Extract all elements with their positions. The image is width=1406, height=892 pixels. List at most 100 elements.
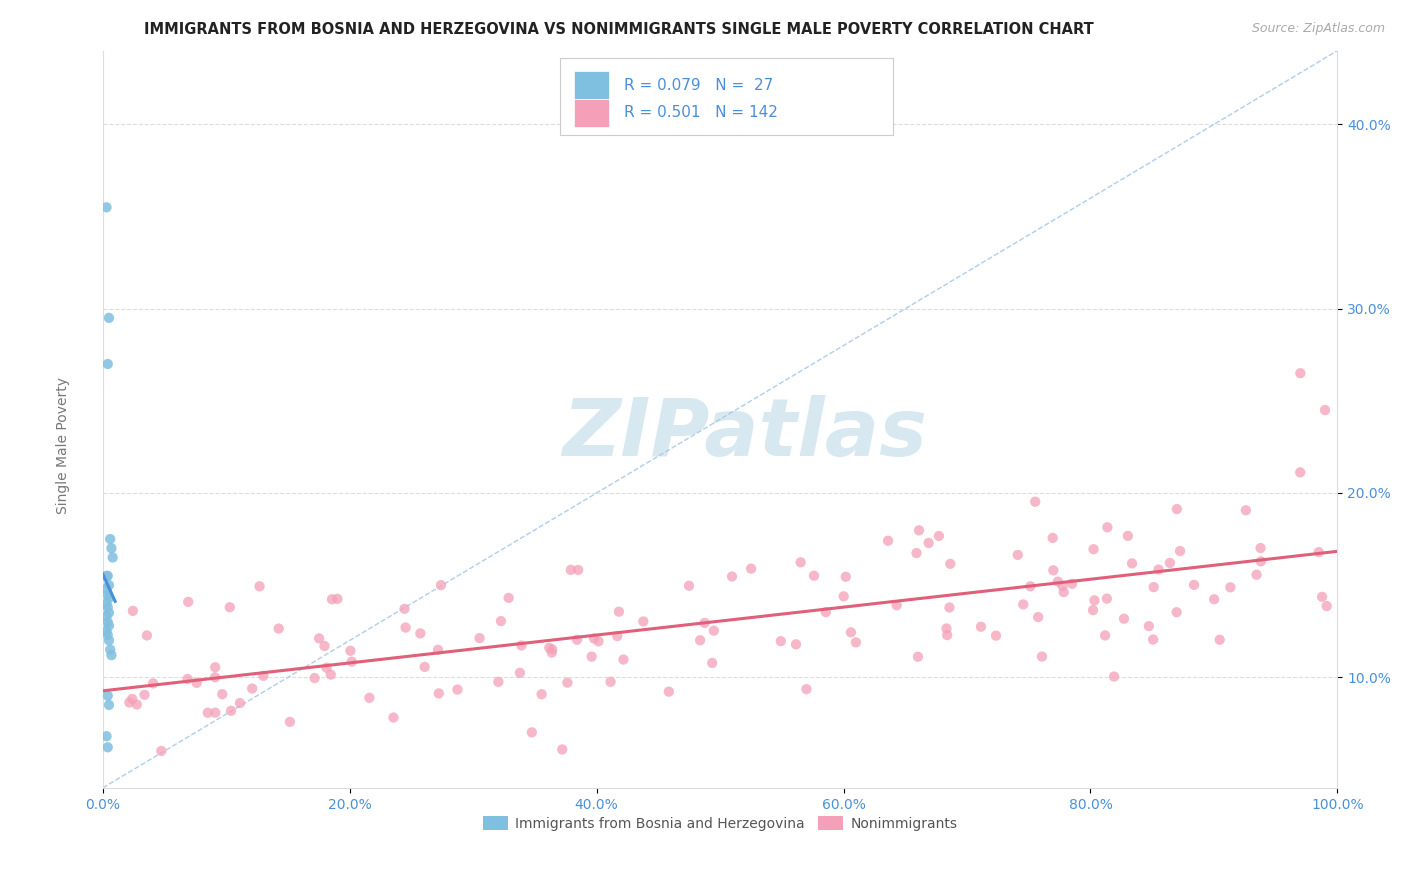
Point <box>96 624 118 639</box>
Point <box>98 310 121 325</box>
Point <box>1081 603 1104 617</box>
Point <box>886 598 908 612</box>
Point <box>1083 542 1105 557</box>
Text: R = 0.501   N = 142: R = 0.501 N = 142 <box>624 105 778 120</box>
Point <box>1250 541 1272 555</box>
Point <box>789 555 811 569</box>
Point <box>98 633 121 648</box>
Point <box>567 563 589 577</box>
Point <box>211 687 233 701</box>
Point <box>693 615 716 630</box>
Point <box>581 649 603 664</box>
Point <box>689 633 711 648</box>
Point <box>510 639 533 653</box>
Point <box>530 687 553 701</box>
Point <box>427 642 450 657</box>
Point <box>97 587 120 601</box>
Point <box>98 698 121 712</box>
Point <box>125 698 148 712</box>
Point <box>936 628 959 642</box>
Point <box>1308 545 1330 559</box>
Point <box>427 686 450 700</box>
Point <box>540 646 562 660</box>
Point <box>1313 403 1336 417</box>
Point <box>219 704 242 718</box>
Point <box>1097 520 1119 534</box>
Point <box>832 590 855 604</box>
Point <box>135 628 157 642</box>
Point <box>249 579 271 593</box>
Point <box>1116 529 1139 543</box>
Point <box>606 629 628 643</box>
Text: Single Male Poverty: Single Male Poverty <box>56 377 70 515</box>
Point <box>100 648 122 662</box>
Point <box>96 200 118 214</box>
Point <box>740 561 762 575</box>
Point <box>1094 628 1116 642</box>
Point <box>1007 548 1029 562</box>
Point <box>769 634 792 648</box>
Point <box>96 597 118 611</box>
Point <box>917 536 939 550</box>
Point <box>97 600 120 615</box>
Point <box>785 637 807 651</box>
Point <box>984 629 1007 643</box>
Point <box>240 681 263 696</box>
Point <box>97 569 120 583</box>
Point <box>557 675 579 690</box>
Point <box>1019 579 1042 593</box>
Point <box>486 674 509 689</box>
Point <box>1168 544 1191 558</box>
Point <box>267 622 290 636</box>
Point <box>1024 494 1046 508</box>
Point <box>98 606 121 620</box>
Point <box>321 592 343 607</box>
Point <box>98 532 121 546</box>
Point <box>1246 567 1268 582</box>
Point <box>1137 619 1160 633</box>
Point <box>252 669 274 683</box>
Point <box>314 639 336 653</box>
Point <box>308 632 330 646</box>
Point <box>186 676 208 690</box>
Point <box>970 620 993 634</box>
FancyBboxPatch shape <box>560 58 893 136</box>
Point <box>1204 592 1226 607</box>
Point <box>1289 466 1312 480</box>
Point <box>1026 610 1049 624</box>
Point <box>394 602 416 616</box>
Point <box>839 625 862 640</box>
Point <box>229 696 252 710</box>
Point <box>176 672 198 686</box>
Point <box>1219 580 1241 594</box>
Point <box>908 524 931 538</box>
Point <box>96 729 118 743</box>
Point <box>101 550 124 565</box>
Point <box>551 742 574 756</box>
Point <box>1142 632 1164 647</box>
Point <box>814 605 837 619</box>
Point <box>588 634 610 648</box>
Point <box>1234 503 1257 517</box>
Point <box>565 632 588 647</box>
Text: Source: ZipAtlas.com: Source: ZipAtlas.com <box>1251 22 1385 36</box>
Point <box>204 706 226 720</box>
Point <box>1112 612 1135 626</box>
Point <box>939 557 962 571</box>
Bar <box>575 71 609 99</box>
Point <box>304 671 326 685</box>
Point <box>1208 632 1230 647</box>
Point <box>430 578 453 592</box>
Point <box>905 546 928 560</box>
Point <box>703 624 725 638</box>
Point <box>1310 590 1333 604</box>
Point <box>1031 649 1053 664</box>
Point <box>489 614 512 628</box>
Point <box>796 682 818 697</box>
Point <box>877 533 900 548</box>
Point <box>394 621 416 635</box>
Point <box>1053 585 1076 599</box>
Point <box>204 660 226 674</box>
Point <box>97 740 120 755</box>
Point <box>607 605 630 619</box>
